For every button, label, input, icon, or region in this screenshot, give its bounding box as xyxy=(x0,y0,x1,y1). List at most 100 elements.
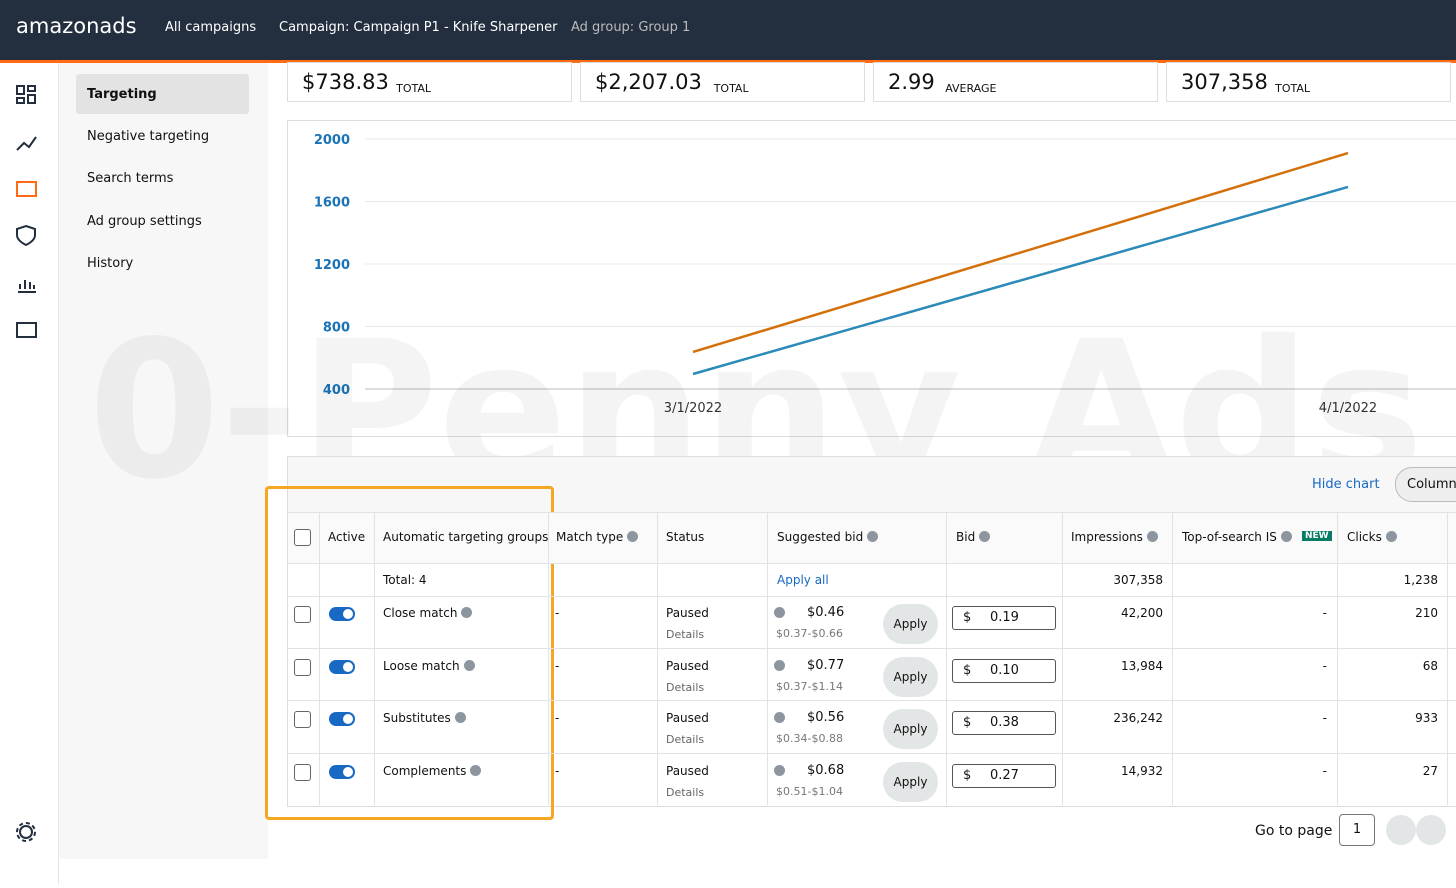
status: Paused xyxy=(666,764,709,778)
bid-value: 0.38 xyxy=(990,715,1019,730)
pagination-label: Go to page xyxy=(1255,823,1332,839)
total-impressions: 307,358 xyxy=(1113,573,1163,587)
impressions: 236,242 xyxy=(1113,711,1163,725)
status: Paused xyxy=(666,711,709,725)
bid-range: $0.37-$0.66 xyxy=(776,627,843,640)
details[interactable]: Details xyxy=(666,786,704,799)
column-header[interactable]: Bid xyxy=(956,530,990,544)
column-header[interactable]: Impressions xyxy=(1071,530,1158,544)
metric-card: $2,207.03 TOTAL xyxy=(580,62,865,102)
col-line xyxy=(1447,512,1448,805)
checkbox[interactable] xyxy=(294,529,311,546)
y-tick-label: 2000 xyxy=(314,133,350,148)
column-header[interactable]: Clicks xyxy=(1347,530,1397,544)
top-bar: amazonads All campaigns Campaign: Campai… xyxy=(0,0,1456,63)
top-of-search: - xyxy=(1323,764,1327,778)
info-icon xyxy=(1386,531,1397,542)
column-header[interactable]: Suggested bid xyxy=(777,530,878,544)
bid-value: 0.27 xyxy=(990,768,1019,783)
col-line xyxy=(548,512,549,805)
nav-item[interactable]: Ad group settings xyxy=(87,214,202,229)
info-icon xyxy=(979,531,990,542)
apply-button[interactable]: Apply xyxy=(883,709,938,749)
info-icon xyxy=(1281,531,1292,542)
info-icon xyxy=(867,531,878,542)
details[interactable]: Details xyxy=(666,628,704,641)
row-line xyxy=(288,648,1456,649)
toggle[interactable] xyxy=(329,712,355,726)
column-header[interactable]: Match type xyxy=(556,530,638,544)
details[interactable]: Details xyxy=(666,681,704,694)
hide-chart[interactable]: Hide chart xyxy=(1312,477,1380,492)
info-dot xyxy=(774,607,785,618)
metric-value: 307,358 xyxy=(1181,70,1268,94)
nav-item[interactable]: Search terms xyxy=(87,171,173,186)
toggle[interactable] xyxy=(329,765,355,779)
column-header[interactable]: Automatic targeting groups xyxy=(383,530,548,544)
next-page[interactable] xyxy=(1416,815,1446,845)
col-line xyxy=(657,512,658,805)
checkbox[interactable] xyxy=(294,659,311,676)
target-name: Close match xyxy=(383,606,472,620)
column-header[interactable]: Active xyxy=(328,530,365,544)
info-icon xyxy=(627,531,638,542)
checkbox[interactable] xyxy=(294,764,311,781)
apply-button[interactable]: Apply xyxy=(883,657,938,697)
target-name: Loose match xyxy=(383,659,475,673)
impressions: 13,984 xyxy=(1121,659,1163,673)
nav-item[interactable]: Targeting xyxy=(87,87,157,102)
row-line xyxy=(288,700,1456,701)
currency: $ xyxy=(963,663,971,678)
bid-value: 0.19 xyxy=(990,610,1019,625)
apply-button[interactable]: Apply xyxy=(883,604,938,644)
apply-button[interactable]: Apply xyxy=(883,762,938,802)
impressions: 14,932 xyxy=(1121,764,1163,778)
metric-label: TOTAL xyxy=(1275,82,1310,95)
metric-label: TOTAL xyxy=(714,82,749,95)
metric-card: 307,358 TOTAL xyxy=(1166,62,1451,102)
new-badge: NEW xyxy=(1302,531,1332,541)
info-dot xyxy=(774,712,785,723)
metric-label: AVERAGE xyxy=(945,82,996,95)
column-header[interactable]: Status xyxy=(666,530,704,544)
col-line xyxy=(1337,512,1338,805)
breadcrumb[interactable]: Campaign: Campaign P1 - Knife Sharpener xyxy=(279,20,557,35)
rail-icons xyxy=(0,63,58,884)
logo[interactable]: amazonads xyxy=(16,14,137,38)
checkbox[interactable] xyxy=(294,606,311,623)
toggle[interactable] xyxy=(329,607,355,621)
impressions: 42,200 xyxy=(1121,606,1163,620)
match-type: - xyxy=(555,606,559,620)
match-type: - xyxy=(555,711,559,725)
bid-range: $0.51-$1.04 xyxy=(776,785,843,798)
info-dot xyxy=(774,765,785,776)
columns-button[interactable]: Columns xyxy=(1395,467,1456,502)
y-tick-label: 1200 xyxy=(314,258,350,273)
toggle[interactable] xyxy=(329,660,355,674)
row-line xyxy=(288,596,1456,597)
bid-value: 0.10 xyxy=(990,663,1019,678)
info-icon xyxy=(461,607,472,618)
checkbox[interactable] xyxy=(294,711,311,728)
prev-page[interactable] xyxy=(1386,815,1416,845)
breadcrumb[interactable]: Ad group: Group 1 xyxy=(571,20,690,35)
metric-value: 2.99 xyxy=(888,70,935,94)
column-header[interactable]: Top-of-search IS xyxy=(1182,530,1292,544)
currency: $ xyxy=(963,768,971,783)
top-of-search: - xyxy=(1323,711,1327,725)
page-input[interactable]: 1 xyxy=(1339,814,1375,846)
breadcrumb[interactable]: All campaigns xyxy=(165,20,256,35)
match-type: - xyxy=(555,659,559,673)
metric-value: $2,207.03 xyxy=(595,70,702,94)
target-name: Complements xyxy=(383,764,481,778)
apply-all[interactable]: Apply all xyxy=(777,573,829,587)
icon-rail xyxy=(0,63,59,884)
status: Paused xyxy=(666,606,709,620)
info-icon xyxy=(1147,531,1158,542)
nav-item[interactable]: Negative targeting xyxy=(87,129,209,144)
details[interactable]: Details xyxy=(666,733,704,746)
nav-item[interactable]: History xyxy=(87,256,133,271)
metric-label: TOTAL xyxy=(396,82,431,95)
